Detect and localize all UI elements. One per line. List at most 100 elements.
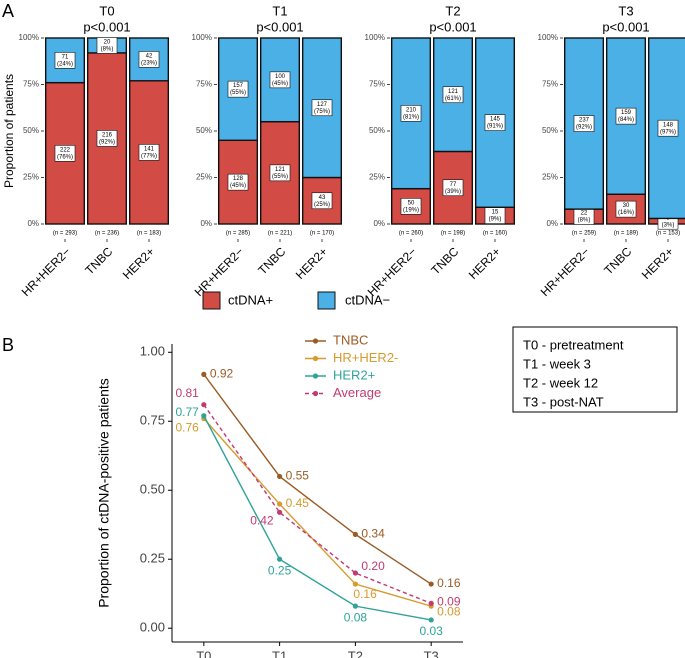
n-label: (n = 170)	[310, 231, 334, 237]
y-tick-label: 0.50	[140, 482, 165, 497]
y-tick-label: 75%	[369, 80, 385, 89]
series-point	[428, 600, 434, 606]
data-label-text: (76%)	[57, 154, 73, 160]
series-point	[201, 371, 207, 377]
data-label-text: (19%)	[403, 207, 419, 213]
y-tick-label: 75%	[23, 80, 39, 89]
data-label-box	[400, 198, 422, 215]
y-tick-label: 25%	[196, 173, 212, 182]
data-label-box	[269, 71, 291, 89]
data-label-box	[96, 37, 118, 54]
data-label-text: 210	[406, 107, 417, 113]
y-tick-label: 75%	[196, 80, 212, 89]
data-label-text: (16%)	[618, 210, 634, 216]
data-label-text: (61%)	[445, 96, 461, 102]
x-tick-label: T1	[272, 648, 287, 658]
data-label-text: 77	[450, 182, 457, 188]
legend-point	[312, 390, 319, 397]
n-label: (n = 198)	[441, 231, 465, 237]
x-tick-label: TNBC	[601, 244, 634, 277]
data-label: 216(92%)	[96, 130, 118, 147]
data-label-text: (25%)	[314, 202, 330, 208]
data-label-text: (97%)	[660, 129, 676, 135]
data-label-text: (23%)	[141, 60, 157, 66]
x-tick-label: T2	[348, 648, 363, 658]
n-label: (n = 293)	[53, 231, 77, 237]
panel-label: A	[2, 1, 14, 21]
y-tick-label: 1.00	[140, 344, 165, 359]
data-label-text: (39%)	[445, 189, 461, 195]
data-label-text: 71	[62, 54, 69, 60]
data-label: 77(39%)	[442, 179, 464, 197]
series-point	[428, 581, 434, 587]
y-tick-label: 0%	[27, 219, 39, 228]
series-point	[352, 531, 358, 537]
data-label-text: (45%)	[272, 81, 288, 87]
data-label-text: 141	[144, 146, 155, 152]
data-label-text: (55%)	[272, 174, 288, 180]
panel-subtitle: p<0.001	[602, 19, 649, 34]
data-label-text: (8%)	[101, 47, 114, 53]
x-tick-label: TNBC	[255, 244, 288, 277]
data-label-text: (45%)	[230, 183, 246, 189]
data-label-text: (8%)	[578, 218, 591, 224]
data-label-text: 50	[408, 200, 415, 206]
note-text: T3 - post-NAT	[523, 394, 604, 409]
data-label-box	[96, 130, 118, 147]
data-label: 157(55%)	[227, 80, 249, 98]
data-label-text: 148	[663, 122, 674, 128]
data-label: 0.76	[175, 421, 199, 435]
x-tick-label: TNBC	[82, 244, 115, 277]
data-label: 71(24%)	[54, 52, 76, 69]
data-label: 0.77	[175, 405, 199, 419]
x-tick-label: T3	[424, 648, 439, 658]
bar-segment	[301, 176, 343, 225]
legend-label: ctDNA+	[228, 292, 273, 307]
data-label-box	[573, 115, 595, 132]
data-label: 0.20	[361, 559, 385, 573]
series-point	[277, 556, 283, 562]
data-label: 145(91%)	[484, 114, 506, 131]
y-axis-label: Proportion of ctDNA-positive patients	[96, 378, 112, 608]
legend-point	[312, 338, 319, 344]
data-label: 141(77%)	[138, 144, 160, 161]
legend-label: Average	[333, 385, 381, 400]
legend-label: ctDNA−	[345, 292, 390, 307]
legend-label: TNBC	[333, 332, 368, 347]
data-label: 0.08	[437, 604, 461, 618]
data-label-text: (92%)	[99, 140, 115, 146]
y-tick-label: 0%	[373, 219, 385, 228]
series-point	[201, 413, 207, 419]
data-label-text: 222	[60, 147, 71, 153]
data-label-text: 145	[490, 117, 501, 123]
x-tick-label: HER2+	[120, 244, 157, 281]
y-tick-label: 0%	[200, 219, 212, 228]
data-label: 121(61%)	[442, 86, 464, 104]
y-tick-label: 25%	[542, 173, 558, 182]
data-label: 121(55%)	[269, 164, 291, 182]
data-label-box	[138, 144, 160, 161]
n-label: (n = 153)	[656, 231, 680, 237]
y-tick-label: 100%	[19, 33, 39, 42]
y-tick-label: 0.00	[140, 620, 165, 635]
data-label: 15(9%)	[484, 207, 506, 224]
n-label: (n = 259)	[572, 231, 596, 237]
data-label-text: 43	[319, 195, 326, 201]
data-label-text: 121	[448, 89, 459, 95]
data-label-text: (9%)	[489, 217, 502, 223]
panel-subtitle: p<0.001	[256, 19, 303, 34]
data-label-box	[311, 192, 333, 210]
data-label-text: (3%)	[662, 222, 675, 228]
note-text: T0 - pretreatment	[523, 337, 624, 352]
data-label-text: 42	[146, 53, 153, 59]
y-tick-label: 75%	[542, 80, 558, 89]
legend-point	[312, 355, 319, 362]
data-label: 222(76%)	[54, 145, 76, 162]
data-label: 237(92%)	[573, 115, 595, 132]
x-tick-label: HR+HER2−	[19, 244, 74, 299]
legend-swatch	[202, 291, 221, 310]
panel-title: T1	[272, 3, 287, 18]
series-point	[428, 617, 434, 623]
data-label: 22(8%)	[573, 208, 595, 225]
x-tick-label: T0	[196, 648, 211, 658]
